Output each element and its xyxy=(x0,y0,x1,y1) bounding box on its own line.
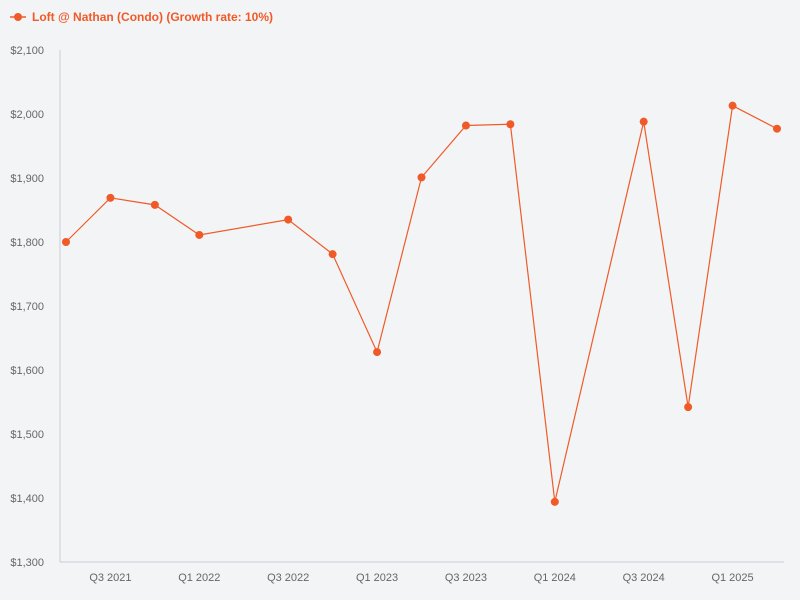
x-tick-label: Q1 2024 xyxy=(534,572,576,584)
y-tick-label: $1,300 xyxy=(10,557,44,569)
x-tick-label: Q3 2024 xyxy=(623,572,665,584)
data-point[interactable] xyxy=(373,348,382,357)
data-point[interactable] xyxy=(773,124,781,133)
data-point[interactable] xyxy=(417,173,426,182)
y-tick-label: $1,900 xyxy=(10,173,44,185)
y-tick-label: $1,400 xyxy=(10,493,44,505)
legend-item[interactable]: Loft @ Nathan (Condo) (Growth rate: 10%) xyxy=(10,9,273,25)
data-point[interactable] xyxy=(328,250,337,259)
legend-label: Loft @ Nathan (Condo) (Growth rate: 10%) xyxy=(32,10,274,24)
data-point[interactable] xyxy=(639,117,648,126)
data-point[interactable] xyxy=(684,403,693,412)
data-point[interactable] xyxy=(728,101,737,110)
series-line-group xyxy=(62,101,781,506)
data-point[interactable] xyxy=(195,230,204,239)
data-point[interactable] xyxy=(461,121,470,130)
x-tick-label: Q1 2025 xyxy=(711,572,753,584)
y-tick-label: $2,000 xyxy=(10,109,44,121)
x-tick-label: Q1 2023 xyxy=(356,572,398,584)
line-dot-marker-icon xyxy=(10,13,26,21)
x-tick-label: Q3 2021 xyxy=(89,572,131,584)
data-point[interactable] xyxy=(284,215,293,224)
x-tick-label: Q3 2023 xyxy=(445,572,487,584)
series-line xyxy=(65,104,778,502)
x-axis: Q3 2021 Q1 2022 Q3 2022 Q1 2023 Q3 2023 Q1 20… xyxy=(60,561,784,584)
y-tick-label: $1,700 xyxy=(10,301,44,313)
y-tick-label: $1,600 xyxy=(10,365,44,377)
data-point[interactable] xyxy=(506,120,515,129)
y-axis: $1,300 $1,400 $1,500 $1,600 $1,700 $1,800 $1,9… xyxy=(10,45,61,569)
data-point[interactable] xyxy=(150,200,159,209)
data-point[interactable] xyxy=(106,193,115,202)
x-tick-label: Q3 2022 xyxy=(267,572,309,584)
data-point[interactable] xyxy=(62,238,70,246)
data-point[interactable] xyxy=(550,497,559,506)
y-tick-label: $1,800 xyxy=(10,237,44,249)
x-tick-label: Q1 2022 xyxy=(178,572,220,584)
y-tick-label: $1,500 xyxy=(10,429,44,441)
y-tick-label: $2,100 xyxy=(10,45,44,57)
